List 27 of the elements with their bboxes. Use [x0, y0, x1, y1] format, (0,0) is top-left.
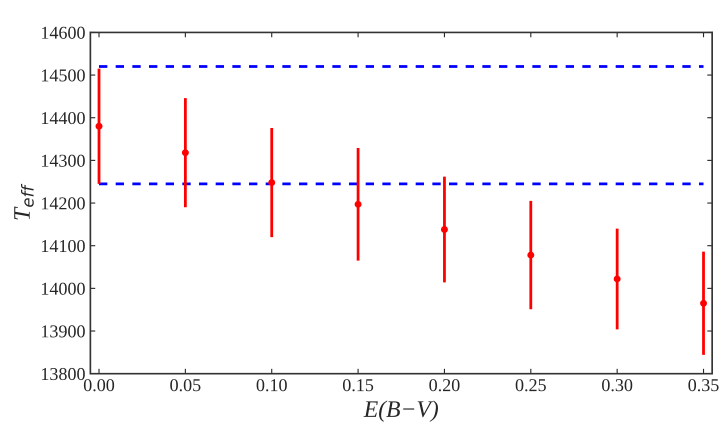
- point: [527, 252, 534, 259]
- y-tick-label: 14000: [42, 282, 85, 295]
- x-tick-label: 0.30: [602, 379, 632, 392]
- point: [614, 276, 621, 282]
- point: [354, 200, 362, 208]
- point: [268, 179, 276, 186]
- y-tick-label: 14400: [42, 112, 85, 124]
- x-tick-label: 0.00: [84, 379, 114, 392]
- y-axis-title: T$_{eff}$: [14, 184, 34, 220]
- x-tick-label: 0.20: [429, 379, 460, 392]
- point: [440, 226, 448, 233]
- x-tick-label: 0.15: [342, 379, 374, 392]
- y-tick-label: 13800: [42, 368, 85, 380]
- point: [96, 122, 102, 130]
- y-tick-label: 13900: [42, 325, 85, 338]
- x-tick-label: 0.35: [688, 379, 719, 392]
- point: [182, 149, 189, 156]
- x-axis-title: E(B−V): [364, 400, 438, 422]
- x-tick-label: 0.10: [256, 379, 287, 392]
- point: [700, 300, 707, 307]
- x-tick-label: 0.05: [170, 379, 200, 392]
- y-tick-label: 14500: [42, 69, 85, 82]
- x-tick-label: 0.25: [516, 379, 546, 392]
- y-tick-label: 14200: [42, 197, 85, 210]
- y-tick-label: 14300: [42, 154, 85, 167]
- y-tick-label: 14100: [42, 240, 85, 252]
- y-tick-label: 14600: [42, 26, 85, 39]
